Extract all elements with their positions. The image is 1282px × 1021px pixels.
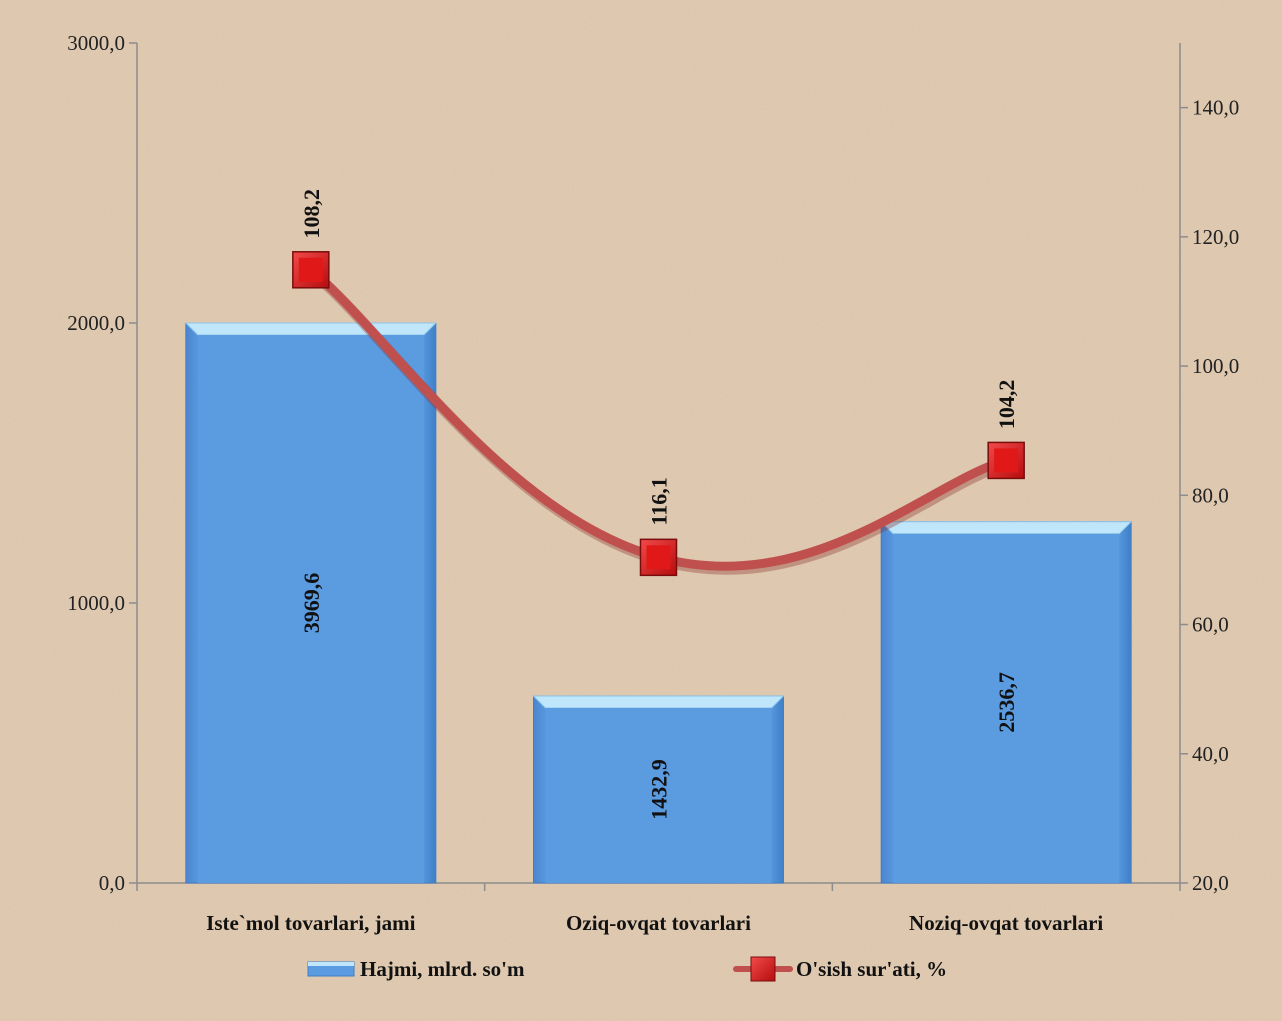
line-marker-inner xyxy=(646,545,671,570)
category-labels: Iste`mol tovarlari, jami Oziq-ovqat tovar… xyxy=(206,911,1103,935)
right-tick-label: 120,0 xyxy=(1192,225,1239,249)
bar-value-label: 2536,7 xyxy=(994,672,1019,733)
left-tick-label: 3000,0 xyxy=(67,31,125,55)
bar-top-bevel xyxy=(879,521,1133,535)
legend-line-label: O'sish sur'ati, % xyxy=(796,957,947,981)
bar-top-bevel xyxy=(532,695,785,709)
category-label: Iste`mol tovarlari, jami xyxy=(206,911,416,935)
legend-bar-swatch-top xyxy=(308,962,354,966)
left-tick-label: 0,0 xyxy=(99,871,125,895)
category-label: Noziq-ovqat tovarlari xyxy=(909,911,1103,935)
legend-marker-swatch xyxy=(750,956,776,982)
bar-face xyxy=(197,335,424,883)
left-tick-label: 1000,0 xyxy=(67,591,125,615)
bar-face xyxy=(545,707,772,883)
line-value-label: 116,1 xyxy=(647,477,672,525)
bar-top-bevel xyxy=(184,322,438,336)
right-tick-label: 80,0 xyxy=(1192,483,1229,507)
right-tick-label: 40,0 xyxy=(1192,742,1229,766)
legend-bar-label: Hajmi, mlrd. so'm xyxy=(360,957,525,981)
right-tick-label: 20,0 xyxy=(1192,871,1229,895)
category-label: Oziq-ovqat tovarlari xyxy=(566,911,751,935)
line-value-label: 108,2 xyxy=(299,189,324,239)
right-tick-label: 60,0 xyxy=(1192,613,1229,637)
legend: Hajmi, mlrd. so'm O'sish sur'ati, % xyxy=(307,956,947,982)
line-series: 108,2 116,1 104,2 xyxy=(292,189,1025,577)
legend-item-line: O'sish sur'ati, % xyxy=(733,956,947,982)
bar-face xyxy=(893,533,1120,883)
left-tick-label: 2000,0 xyxy=(67,311,125,335)
bar-series: 3969,6 1432,9 2536,7 xyxy=(184,322,1133,884)
right-tick-label: 100,0 xyxy=(1192,354,1239,378)
right-tick-label: 140,0 xyxy=(1192,96,1239,120)
line-value-label: 104,2 xyxy=(994,380,1019,430)
bar-value-label: 3969,6 xyxy=(299,573,324,634)
bar-value-label: 1432,9 xyxy=(647,759,672,820)
line-marker-inner xyxy=(298,257,323,282)
line-marker-inner xyxy=(994,448,1019,473)
legend-item-bar: Hajmi, mlrd. so'm xyxy=(307,957,525,981)
